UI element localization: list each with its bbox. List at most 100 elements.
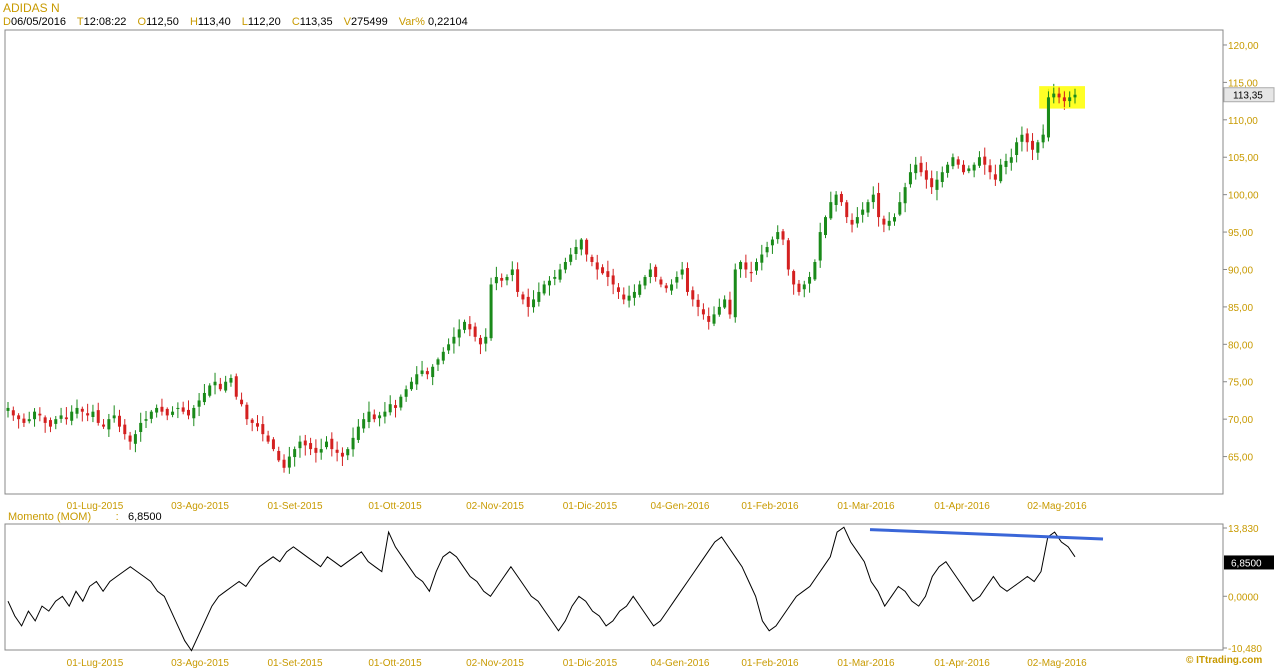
candle-up [717,306,721,315]
candle-up [887,220,891,226]
low-key: L [241,16,248,28]
candle-up [569,254,573,262]
candle-up [813,262,817,280]
candle-up [1020,134,1024,142]
candle-up [903,187,907,204]
price-y-tick-label: 120,00 [1228,41,1259,52]
candle-down [616,287,620,292]
candle-up [553,276,557,279]
candle-down [500,277,504,281]
candle-up [362,419,366,429]
candle-body [1057,93,1061,98]
candle-up [457,329,461,338]
candle-down [1025,133,1029,143]
mom-y-tick-label: 13,830 [1228,524,1259,535]
last-price-marker [1223,87,1275,103]
candle-down [425,371,429,375]
price-x-tick-label: 01-Mar-2016 [837,501,895,512]
candle-down [659,279,663,285]
candle-up [547,280,551,286]
open-value: 112,50 [146,16,179,28]
candle-down [590,256,594,262]
candle-up [383,411,387,417]
candle-up [776,232,780,240]
candle-down [86,413,90,416]
candle-down [117,415,121,427]
candle-down [160,406,164,412]
candle-up [558,269,562,280]
price-x-tick-label: 04-Gen-2016 [651,501,710,512]
candle-up [351,437,355,450]
candle-up [977,157,981,166]
volume-key: V [343,16,351,28]
candle-down [245,404,249,420]
candle-up [1015,142,1019,155]
candle-down [1031,140,1035,150]
candle-up [319,449,323,453]
candle-down [181,407,185,412]
candle-up [855,217,859,224]
candle-up [643,276,647,286]
candle-up [431,366,435,378]
candle-down [839,193,843,203]
candle-up [70,411,74,421]
candle-down [255,423,259,427]
momentum-panel-frame [4,523,1224,651]
candle-down [335,449,339,453]
candle-down [654,266,658,277]
candle-up [824,217,828,236]
candle-down [919,162,923,173]
candle-up [940,172,944,182]
candle-down [685,268,689,292]
candle-up [935,179,939,190]
indicator-label: Momento (MOM) : [8,511,119,523]
candle-up [287,456,291,468]
indicator-separator: : [115,511,119,523]
candle-down [330,438,334,450]
candle-up [27,419,31,422]
candle-down [394,405,398,408]
candle-up [914,164,918,174]
candle-up [463,321,467,330]
candle-down [240,399,244,405]
candle-up [871,194,875,203]
candle-up [420,370,424,374]
candle-down [601,267,605,274]
candle-down [516,269,520,292]
candle-up [712,314,716,324]
candle-up [75,407,79,414]
candle-down [526,296,530,307]
price-x-tick-label: 02-Nov-2015 [466,501,524,512]
candle-down [340,452,344,457]
candle-down [797,283,801,292]
candle-up [489,284,493,339]
last-mom-label: 6,8500 [1231,558,1262,569]
price-y-tick-label: 110,00 [1228,116,1258,127]
candle-down [744,262,748,270]
candle-down [962,164,966,173]
price-y-tick-label: 100,00 [1228,191,1259,202]
last-mom-marker [1224,555,1274,570]
candle-down [930,178,934,188]
mom-y-tick-label: 0,0000 [1228,592,1259,603]
candle-up [579,239,583,250]
candle-body [1052,93,1056,98]
candle-up [627,295,631,301]
candle-up [967,168,971,172]
candle-down [696,299,700,307]
price-y-tick-label: 95,00 [1228,228,1253,239]
credit-link[interactable]: © ITtrading.com [1186,655,1263,666]
mom-x-tick-label: 01-Ott-2015 [368,658,422,668]
candle-up [213,381,217,386]
last-price-label: 113,35 [1233,91,1263,102]
price-x-tick-label: 01-Apr-2016 [934,501,990,512]
candle-down [585,239,589,255]
price-x-tick-label: 01-Ott-2015 [368,501,422,512]
indicator-name: Momento (MOM) [8,511,92,523]
candle-down [473,326,477,337]
candle-up [155,407,159,413]
candle-up [733,269,737,318]
candle-down [622,294,626,300]
candle-up [197,400,201,407]
candle-up [133,434,137,444]
